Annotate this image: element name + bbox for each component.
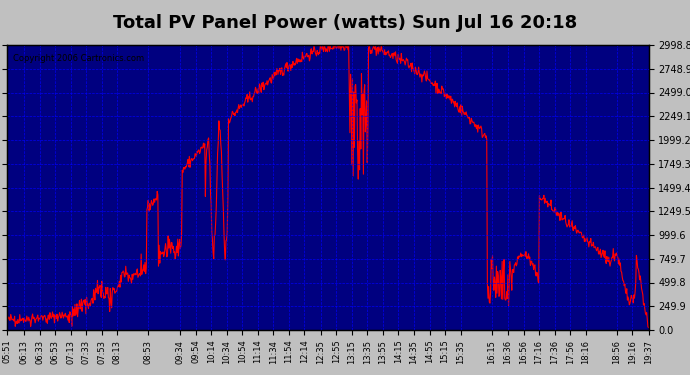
Text: Copyright 2006 Cartronics.com: Copyright 2006 Cartronics.com xyxy=(13,54,144,63)
Text: Total PV Panel Power (watts) Sun Jul 16 20:18: Total PV Panel Power (watts) Sun Jul 16 … xyxy=(113,13,577,32)
